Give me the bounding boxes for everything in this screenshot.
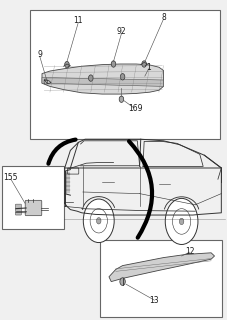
Text: 169: 169 xyxy=(128,104,142,113)
Text: 9: 9 xyxy=(37,50,42,59)
Bar xyxy=(100,240,222,317)
Text: 1: 1 xyxy=(146,63,151,72)
Bar xyxy=(30,10,220,139)
Circle shape xyxy=(65,61,69,68)
Circle shape xyxy=(120,74,125,80)
Bar xyxy=(2,166,64,229)
Text: 8: 8 xyxy=(161,13,166,22)
Circle shape xyxy=(96,218,101,224)
Circle shape xyxy=(142,61,146,67)
Circle shape xyxy=(90,209,107,233)
Circle shape xyxy=(179,218,184,225)
Polygon shape xyxy=(42,64,163,94)
FancyBboxPatch shape xyxy=(68,168,79,174)
Polygon shape xyxy=(109,253,215,282)
Circle shape xyxy=(83,199,114,243)
Polygon shape xyxy=(42,77,163,86)
FancyBboxPatch shape xyxy=(15,204,21,215)
Circle shape xyxy=(165,198,198,244)
FancyBboxPatch shape xyxy=(25,200,42,216)
Circle shape xyxy=(89,75,93,81)
Text: 13: 13 xyxy=(150,296,159,305)
Circle shape xyxy=(173,209,191,234)
Text: 12: 12 xyxy=(185,247,194,256)
Text: 92: 92 xyxy=(117,28,126,36)
Circle shape xyxy=(120,278,125,285)
Text: 11: 11 xyxy=(74,16,83,25)
Circle shape xyxy=(111,61,116,67)
Circle shape xyxy=(44,79,48,84)
Text: 155: 155 xyxy=(3,173,17,182)
Circle shape xyxy=(119,96,124,102)
